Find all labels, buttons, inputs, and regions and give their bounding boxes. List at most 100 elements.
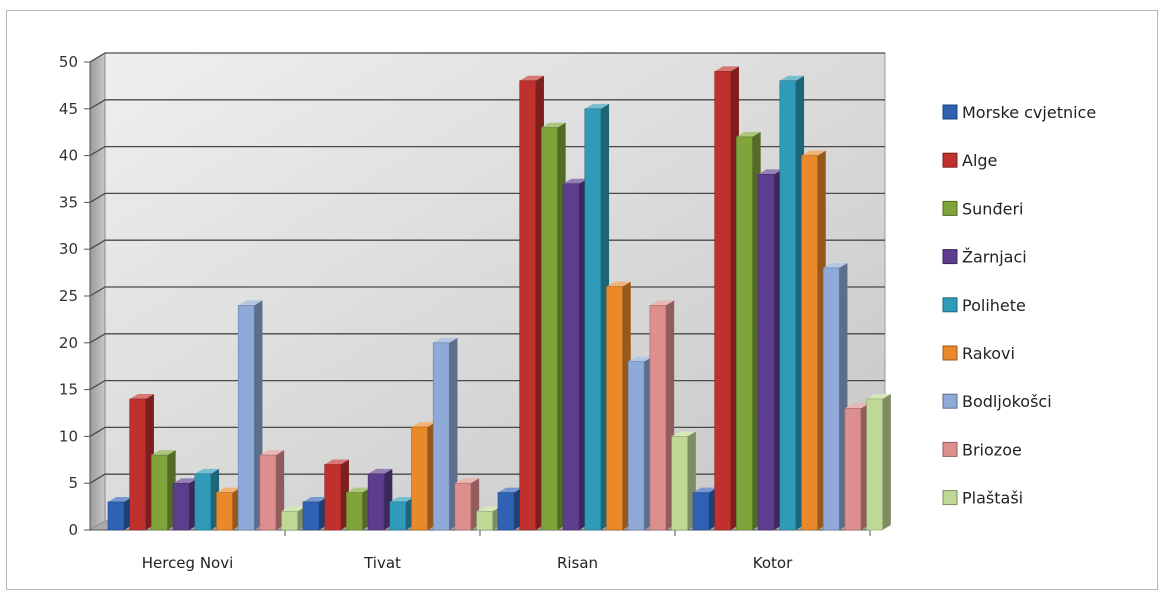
bar bbox=[151, 450, 176, 531]
bar-top bbox=[628, 356, 653, 362]
legend-item: Rakovi bbox=[942, 344, 1015, 363]
bar-top bbox=[303, 496, 328, 502]
legend-swatch bbox=[942, 104, 958, 120]
bar-front bbox=[562, 183, 580, 531]
legend-label: Briozoe bbox=[962, 440, 1022, 459]
y-tick-label: 20 bbox=[59, 334, 78, 352]
bar-top bbox=[281, 506, 306, 512]
bar-top bbox=[346, 487, 371, 493]
bar-front bbox=[736, 136, 753, 531]
bar-front bbox=[714, 71, 732, 531]
y-tick-label: 45 bbox=[59, 100, 78, 118]
bar bbox=[606, 281, 631, 531]
bar-top bbox=[519, 75, 544, 81]
legend-item: Polihete bbox=[942, 296, 1026, 315]
bar-top bbox=[216, 487, 241, 493]
bar-top bbox=[324, 459, 349, 465]
bar-front bbox=[801, 155, 818, 531]
legend-item: Morske cvjetnice bbox=[942, 103, 1096, 122]
bar-front bbox=[497, 492, 515, 531]
bar-side bbox=[275, 450, 285, 530]
legend-label: Alge bbox=[962, 151, 997, 170]
y-tick-label: 0 bbox=[68, 521, 78, 539]
legend-swatch bbox=[942, 249, 958, 265]
bar-front bbox=[432, 342, 450, 531]
bar-side bbox=[882, 394, 891, 530]
bar-front bbox=[216, 492, 233, 531]
legend-item: Alge bbox=[942, 151, 997, 170]
legend-label: Morske cvjetnice bbox=[962, 103, 1096, 122]
bar-top bbox=[736, 131, 761, 137]
bar bbox=[497, 487, 523, 531]
legend-label: Polihete bbox=[962, 296, 1026, 315]
bar-top bbox=[368, 468, 393, 474]
legend-swatch bbox=[942, 490, 958, 506]
bar-front bbox=[844, 408, 862, 531]
bar bbox=[194, 468, 220, 531]
bar-front bbox=[671, 436, 688, 531]
bar-front bbox=[584, 108, 602, 531]
bar bbox=[822, 262, 848, 531]
bar-top bbox=[433, 337, 458, 343]
y-tick-label: 30 bbox=[59, 240, 78, 258]
legend-item: Plaštaši bbox=[942, 489, 1023, 508]
bar-front bbox=[757, 174, 775, 531]
legend-swatch bbox=[942, 393, 958, 409]
bar-top bbox=[194, 468, 220, 474]
bar bbox=[757, 169, 783, 531]
bar-front bbox=[627, 361, 645, 531]
y-tick-label: 15 bbox=[59, 381, 78, 399]
bar-top bbox=[173, 478, 198, 484]
legend-label: Sunđeri bbox=[962, 199, 1023, 218]
legend-label: Plaštaši bbox=[962, 489, 1023, 508]
legend-label: Rakovi bbox=[962, 344, 1015, 363]
bar-top bbox=[844, 403, 870, 409]
legend-item: Žarnjaci bbox=[942, 248, 1027, 267]
bar-top bbox=[454, 478, 480, 484]
bar bbox=[281, 506, 306, 531]
bar bbox=[389, 496, 415, 531]
y-tick-label: 35 bbox=[59, 193, 78, 211]
y-tick-label: 5 bbox=[68, 474, 78, 492]
x-category-label: Risan bbox=[557, 554, 598, 572]
bar-front bbox=[151, 454, 168, 531]
legend-swatch bbox=[942, 200, 958, 216]
bar bbox=[541, 122, 566, 531]
gridline bbox=[89, 145, 885, 157]
bar-front bbox=[259, 454, 277, 531]
bar-front bbox=[692, 492, 710, 531]
bar-top bbox=[541, 122, 566, 128]
bar-top bbox=[238, 300, 263, 306]
bar-front bbox=[346, 492, 363, 531]
bar-front bbox=[281, 510, 298, 531]
bar bbox=[779, 75, 805, 531]
bar-top bbox=[671, 431, 696, 437]
bar bbox=[259, 450, 285, 531]
bar-front bbox=[822, 267, 840, 531]
bar-front bbox=[324, 464, 342, 531]
legend: Morske cvjetnice Alge Sunđeri Žarnjaci Polih… bbox=[942, 103, 1096, 508]
bar bbox=[346, 487, 371, 531]
bar-front bbox=[302, 501, 320, 531]
bar bbox=[866, 394, 891, 531]
bar-front bbox=[129, 398, 146, 531]
bar bbox=[216, 487, 241, 531]
gridline bbox=[89, 99, 885, 110]
gridline bbox=[89, 239, 885, 250]
bar-top bbox=[693, 487, 718, 493]
bar-top bbox=[758, 169, 783, 175]
bar-front bbox=[367, 473, 385, 531]
bar bbox=[172, 478, 198, 531]
bar-front bbox=[541, 127, 558, 531]
bar-front bbox=[866, 398, 883, 531]
bar-top bbox=[389, 496, 415, 502]
y-tick-label: 25 bbox=[59, 287, 78, 305]
legend-swatch bbox=[942, 441, 958, 457]
bar bbox=[302, 496, 328, 531]
bar-top bbox=[823, 262, 848, 268]
legend-label: Žarnjaci bbox=[962, 248, 1027, 267]
bar bbox=[107, 496, 133, 531]
bar bbox=[562, 178, 588, 531]
bar bbox=[324, 459, 349, 531]
